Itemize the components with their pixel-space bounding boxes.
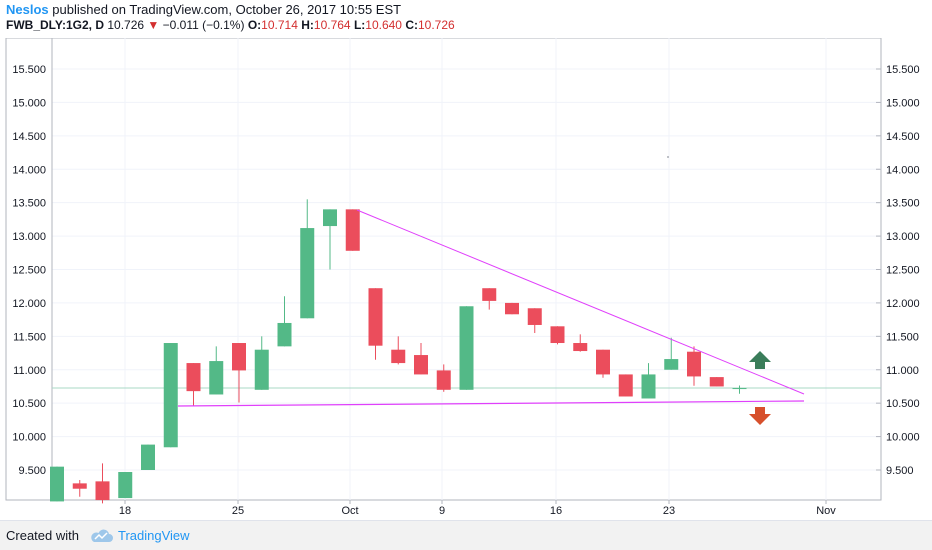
candle-body [436,370,451,390]
candle-body [618,374,633,397]
y-tick-label-left: 13.000 [12,231,46,243]
arrow-up-icon[interactable] [749,351,771,369]
y-tick-label-left: 14.000 [12,164,46,176]
y-tick-label-right: 14.500 [886,131,920,143]
low-value: 10.640 [365,18,402,32]
price-chart[interactable]: 9.500 10.000 10.500 11.000 11.500 12.000 12.50… [0,37,932,520]
publish-line: Neslos published on TradingView.com, Oct… [6,2,401,17]
close-value: 10.726 [417,18,455,32]
author-link[interactable]: Neslos [6,2,49,17]
candle-body [391,349,406,364]
candle-body [232,343,246,371]
y-tick-label-right: 11.500 [886,331,919,343]
candle-body [368,288,383,346]
y-tick-label-left: 9.500 [18,465,46,477]
down-triangle-icon: ▼ [147,18,160,32]
candle-body [300,228,315,319]
candle-body [254,349,269,390]
y-tick-label-right: 12.500 [886,265,920,277]
last-price: 10.726 [107,18,145,32]
candle-body [482,288,497,301]
candle-body [641,374,656,399]
candle-body [550,326,565,344]
candle-body [596,349,610,375]
y-tick-label-left: 15.000 [12,97,46,109]
candle-body [163,343,178,448]
right-price-axis: 9.500 10.000 10.500 11.000 11.500 12.000 12.50… [876,64,920,477]
stray-dot [667,156,669,158]
y-tick-label-right: 14.000 [886,164,920,176]
candle-body [118,472,133,499]
candle-body [72,483,87,489]
high-value: 10.764 [313,18,351,32]
candle-body [209,361,224,395]
tradingview-link[interactable]: TradingView [118,528,190,543]
grid-lines [52,38,881,500]
x-tick-label: 18 [119,505,131,517]
candle-body [141,444,155,470]
y-tick-label-left: 10.000 [12,432,46,444]
candle-body [709,377,724,387]
left-price-axis: 9.500 10.000 10.500 11.000 11.500 12.000 12.50… [12,38,53,500]
publish-info: published on TradingView.com, October 26… [52,2,402,17]
candle-body [186,363,201,392]
candle-body [573,343,588,352]
candle-body [459,306,474,390]
candle-body [527,308,542,325]
x-tick-label: 25 [232,505,244,517]
drawings [177,156,805,425]
y-tick-label-right: 10.000 [886,432,920,444]
open-label: O: [247,18,262,32]
x-tick-label: 16 [550,505,562,517]
arrow-down-icon[interactable] [749,407,771,425]
tradingview-cloud-icon [91,529,113,542]
y-tick-label-left: 12.000 [12,298,46,310]
y-tick-label-right: 13.500 [886,198,920,210]
price-change: −0.011 (−0.1%) [162,18,245,32]
y-tick-label-right: 11.000 [886,365,919,377]
candle-body [505,302,519,315]
chart-header: Neslos published on TradingView.com, Oct… [0,0,932,38]
candle-body [732,388,747,390]
y-tick-label-left: 11.500 [13,331,46,343]
x-tick-label: Oct [341,505,358,517]
x-tick-label: Nov [816,505,836,517]
candle-body [664,359,679,370]
candle-body [687,351,701,377]
created-with-label: Created with [6,528,79,543]
candle-body [345,209,360,251]
candle-body [277,322,292,347]
open-value: 10.714 [261,18,298,32]
symbol-label: FWB_DLY:1G2, D [6,18,105,32]
y-tick-label-left: 14.500 [12,131,46,143]
x-tick-label: 9 [439,505,445,517]
y-tick-label-left: 13.500 [12,198,46,210]
time-axis: 18 25 Oct 9 16 23 Nov [119,500,836,517]
close-label: C: [405,18,418,32]
y-tick-label-left: 12.500 [12,265,46,277]
x-tick-label: 23 [663,505,675,517]
y-tick-label-right: 9.500 [886,465,914,477]
footer: Created with TradingView [0,520,932,550]
high-label: H: [301,18,314,32]
upper-trendline[interactable] [356,209,805,395]
y-tick-label-left: 11.000 [13,365,46,377]
y-tick-label-right: 13.000 [886,231,920,243]
y-tick-label-right: 10.500 [886,398,920,410]
low-label: L: [353,18,366,32]
y-tick-label-right: 15.500 [886,64,920,76]
candle-body [323,209,337,227]
candle-body [95,481,110,501]
symbol-legend: FWB_DLY:1G2, D 10.726 ▼ −0.011 (−0.1%) O… [6,18,455,32]
y-tick-label-right: 15.000 [886,97,920,109]
lower-trendline[interactable] [177,400,805,407]
candle-body [414,355,428,375]
candles [50,199,747,504]
chart-area[interactable]: 9.500 10.000 10.500 11.000 11.500 12.000 12.50… [0,37,932,520]
candle-body [50,466,64,502]
y-tick-label-right: 12.000 [886,298,920,310]
y-tick-label-left: 10.500 [12,398,46,410]
y-tick-label-left: 15.500 [12,64,46,76]
